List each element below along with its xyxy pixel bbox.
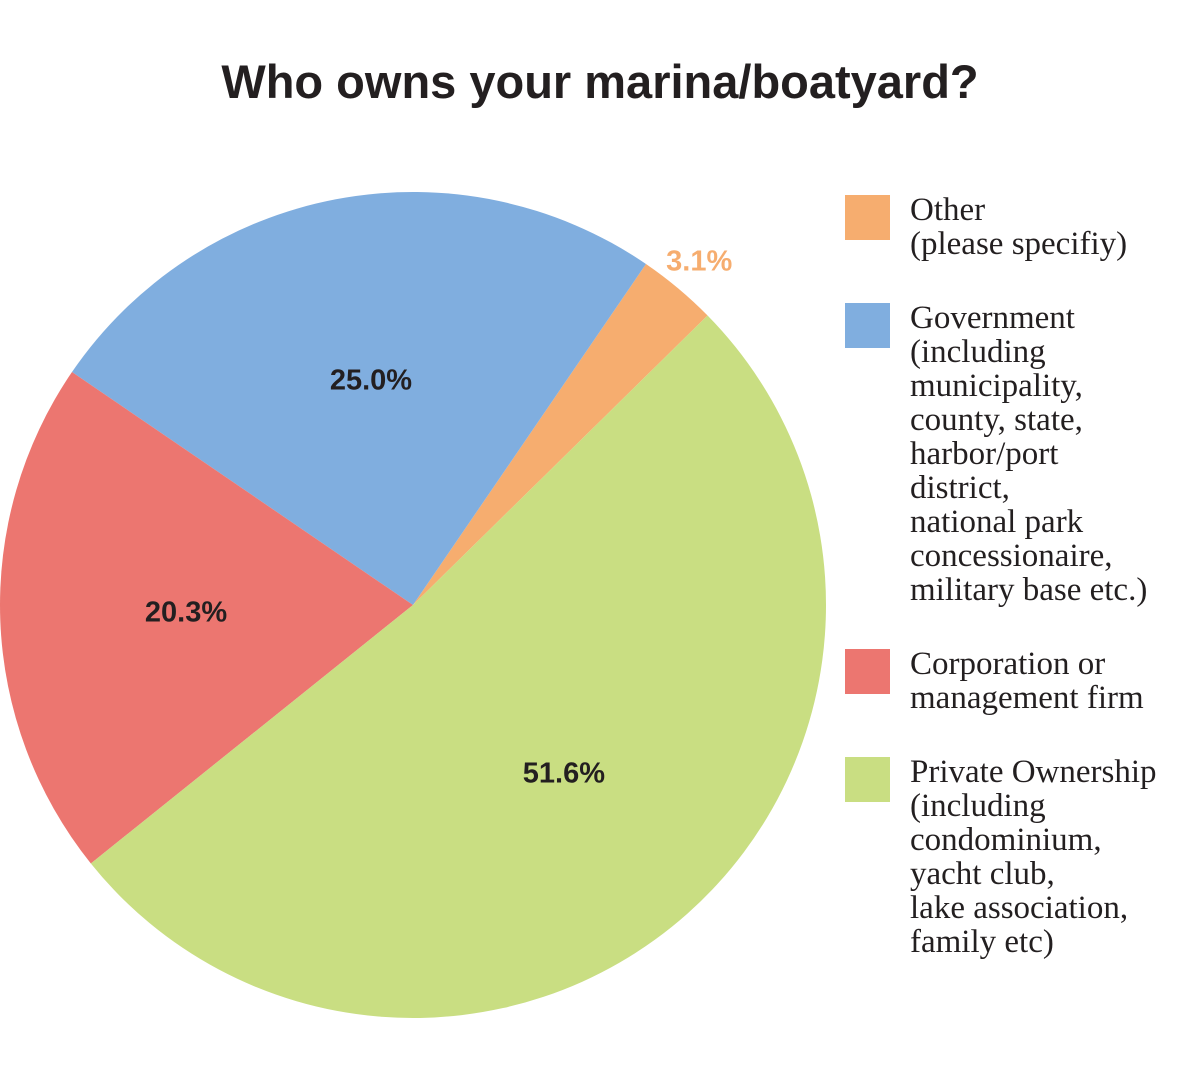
data-label: 20.3% xyxy=(145,596,227,628)
legend-label: Government (including municipality, coun… xyxy=(910,300,1148,608)
legend-label: Other (please specifiy) xyxy=(910,192,1128,262)
pie-slice xyxy=(0,372,413,864)
chart-title: Who owns your marina/boatyard? xyxy=(221,55,978,108)
pie-slice xyxy=(90,315,827,1019)
legend-item: Corporation or management firm xyxy=(845,647,1157,715)
legend-swatch xyxy=(845,195,890,240)
legend-item: Government (including municipality, coun… xyxy=(845,301,1157,607)
data-label: 3.1% xyxy=(666,246,732,278)
data-label: 51.6% xyxy=(523,757,605,789)
legend-swatch xyxy=(845,757,890,802)
legend-label: Private Ownership (including condominium… xyxy=(910,754,1157,960)
data-label: 25.0% xyxy=(330,364,412,396)
legend-item: Private Ownership (including condominium… xyxy=(845,755,1157,959)
legend-item: Other (please specifiy) xyxy=(845,193,1157,261)
legend-swatch xyxy=(845,303,890,348)
pie-slice xyxy=(413,263,708,605)
legend-label: Corporation or management firm xyxy=(910,646,1144,716)
pie-slice xyxy=(71,192,646,605)
legend: Other (please specifiy) Government (inclu… xyxy=(845,193,1157,959)
legend-swatch xyxy=(845,649,890,694)
